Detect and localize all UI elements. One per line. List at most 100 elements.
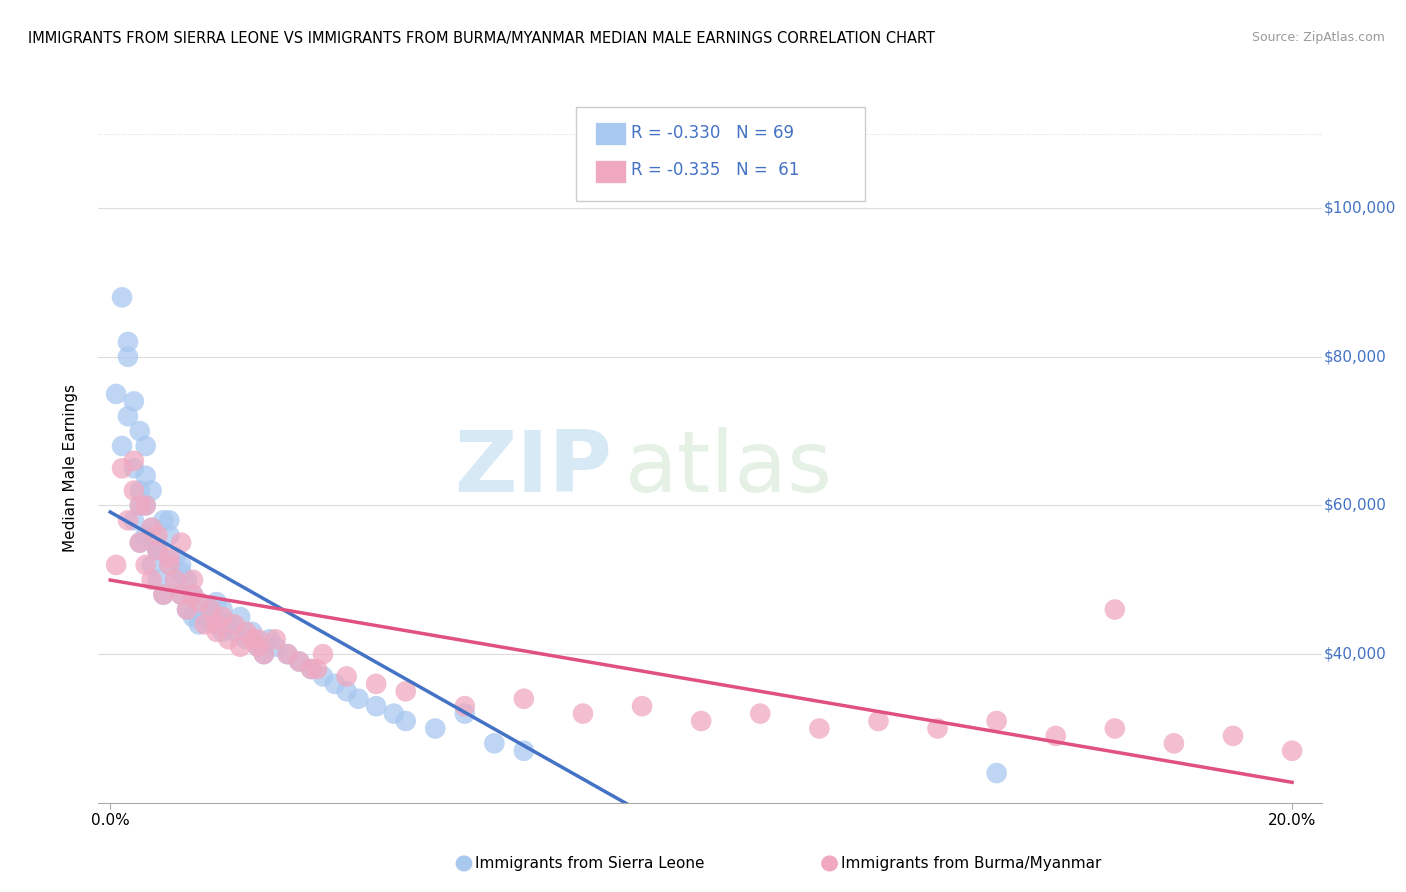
Point bbox=[264, 640, 287, 654]
Point bbox=[484, 736, 506, 750]
Point bbox=[1045, 729, 1067, 743]
Text: $40,000: $40,000 bbox=[1324, 647, 1386, 662]
Point bbox=[986, 766, 1008, 780]
Point bbox=[205, 617, 228, 632]
Point bbox=[276, 647, 298, 661]
Point bbox=[170, 588, 193, 602]
Point bbox=[200, 602, 222, 616]
Point bbox=[105, 558, 128, 572]
Point bbox=[122, 454, 145, 468]
Point bbox=[224, 624, 246, 639]
Point bbox=[135, 558, 157, 572]
Point bbox=[200, 602, 222, 616]
Text: $60,000: $60,000 bbox=[1324, 498, 1386, 513]
Point bbox=[176, 573, 198, 587]
Point bbox=[259, 632, 281, 647]
Point bbox=[211, 602, 233, 616]
Point bbox=[141, 573, 163, 587]
Point bbox=[211, 610, 233, 624]
Text: Source: ZipAtlas.com: Source: ZipAtlas.com bbox=[1251, 31, 1385, 45]
Point bbox=[170, 535, 193, 549]
Point bbox=[299, 662, 322, 676]
Point bbox=[690, 714, 713, 728]
Point bbox=[1222, 729, 1244, 743]
Text: $100,000: $100,000 bbox=[1324, 201, 1396, 216]
Point bbox=[253, 647, 276, 661]
Point bbox=[217, 632, 239, 647]
Point bbox=[205, 617, 228, 632]
Point bbox=[181, 573, 204, 587]
Point bbox=[128, 499, 150, 513]
Point bbox=[187, 595, 209, 609]
Text: R = -0.335   N =  61: R = -0.335 N = 61 bbox=[631, 161, 800, 179]
Point bbox=[122, 483, 145, 498]
Point bbox=[631, 699, 654, 714]
Text: ZIP: ZIP bbox=[454, 426, 612, 510]
Point bbox=[170, 558, 193, 572]
Point bbox=[141, 558, 163, 572]
Point bbox=[395, 714, 418, 728]
Point bbox=[217, 617, 239, 632]
Point bbox=[307, 662, 329, 676]
Point bbox=[105, 387, 128, 401]
Point bbox=[1104, 722, 1126, 736]
Point bbox=[749, 706, 772, 721]
Point bbox=[122, 394, 145, 409]
Point bbox=[170, 566, 193, 580]
Point bbox=[165, 573, 187, 587]
Point bbox=[229, 610, 252, 624]
Text: IMMIGRANTS FROM SIERRA LEONE VS IMMIGRANTS FROM BURMA/MYANMAR MEDIAN MALE EARNIN: IMMIGRANTS FROM SIERRA LEONE VS IMMIGRAN… bbox=[28, 31, 935, 46]
Text: R = -0.330   N = 69: R = -0.330 N = 69 bbox=[631, 124, 794, 142]
Point bbox=[312, 647, 335, 661]
Point bbox=[513, 744, 536, 758]
Point bbox=[194, 610, 217, 624]
Point bbox=[366, 677, 388, 691]
Point bbox=[157, 513, 180, 527]
Point bbox=[336, 669, 359, 683]
Point bbox=[205, 624, 228, 639]
Point bbox=[146, 573, 169, 587]
Point bbox=[128, 535, 150, 549]
Point bbox=[1104, 602, 1126, 616]
Point bbox=[454, 706, 477, 721]
Point bbox=[157, 528, 180, 542]
Point bbox=[117, 409, 139, 424]
Point bbox=[135, 528, 157, 542]
Y-axis label: Median Male Earnings: Median Male Earnings bbox=[63, 384, 77, 552]
Point bbox=[152, 513, 174, 527]
Point bbox=[312, 669, 335, 683]
Point bbox=[224, 617, 246, 632]
Point bbox=[229, 640, 252, 654]
Point bbox=[141, 483, 163, 498]
Point bbox=[122, 461, 145, 475]
Point bbox=[211, 624, 233, 639]
Point bbox=[141, 521, 163, 535]
Point bbox=[152, 588, 174, 602]
Point bbox=[572, 706, 595, 721]
Point bbox=[181, 588, 204, 602]
Point bbox=[165, 550, 187, 565]
Point bbox=[122, 513, 145, 527]
Point bbox=[152, 588, 174, 602]
Point bbox=[170, 588, 193, 602]
Point bbox=[128, 424, 150, 438]
Point bbox=[117, 350, 139, 364]
Point bbox=[146, 543, 169, 558]
Point bbox=[395, 684, 418, 698]
Point bbox=[111, 461, 134, 475]
Point bbox=[181, 610, 204, 624]
Point bbox=[194, 617, 217, 632]
Point bbox=[253, 647, 276, 661]
Point bbox=[146, 543, 169, 558]
Point bbox=[128, 483, 150, 498]
Point bbox=[986, 714, 1008, 728]
Point bbox=[240, 632, 263, 647]
Point bbox=[181, 588, 204, 602]
Point bbox=[382, 706, 405, 721]
Point bbox=[135, 499, 157, 513]
Point bbox=[235, 624, 257, 639]
Point bbox=[157, 558, 180, 572]
Point bbox=[141, 521, 163, 535]
Point bbox=[135, 439, 157, 453]
Point bbox=[276, 647, 298, 661]
